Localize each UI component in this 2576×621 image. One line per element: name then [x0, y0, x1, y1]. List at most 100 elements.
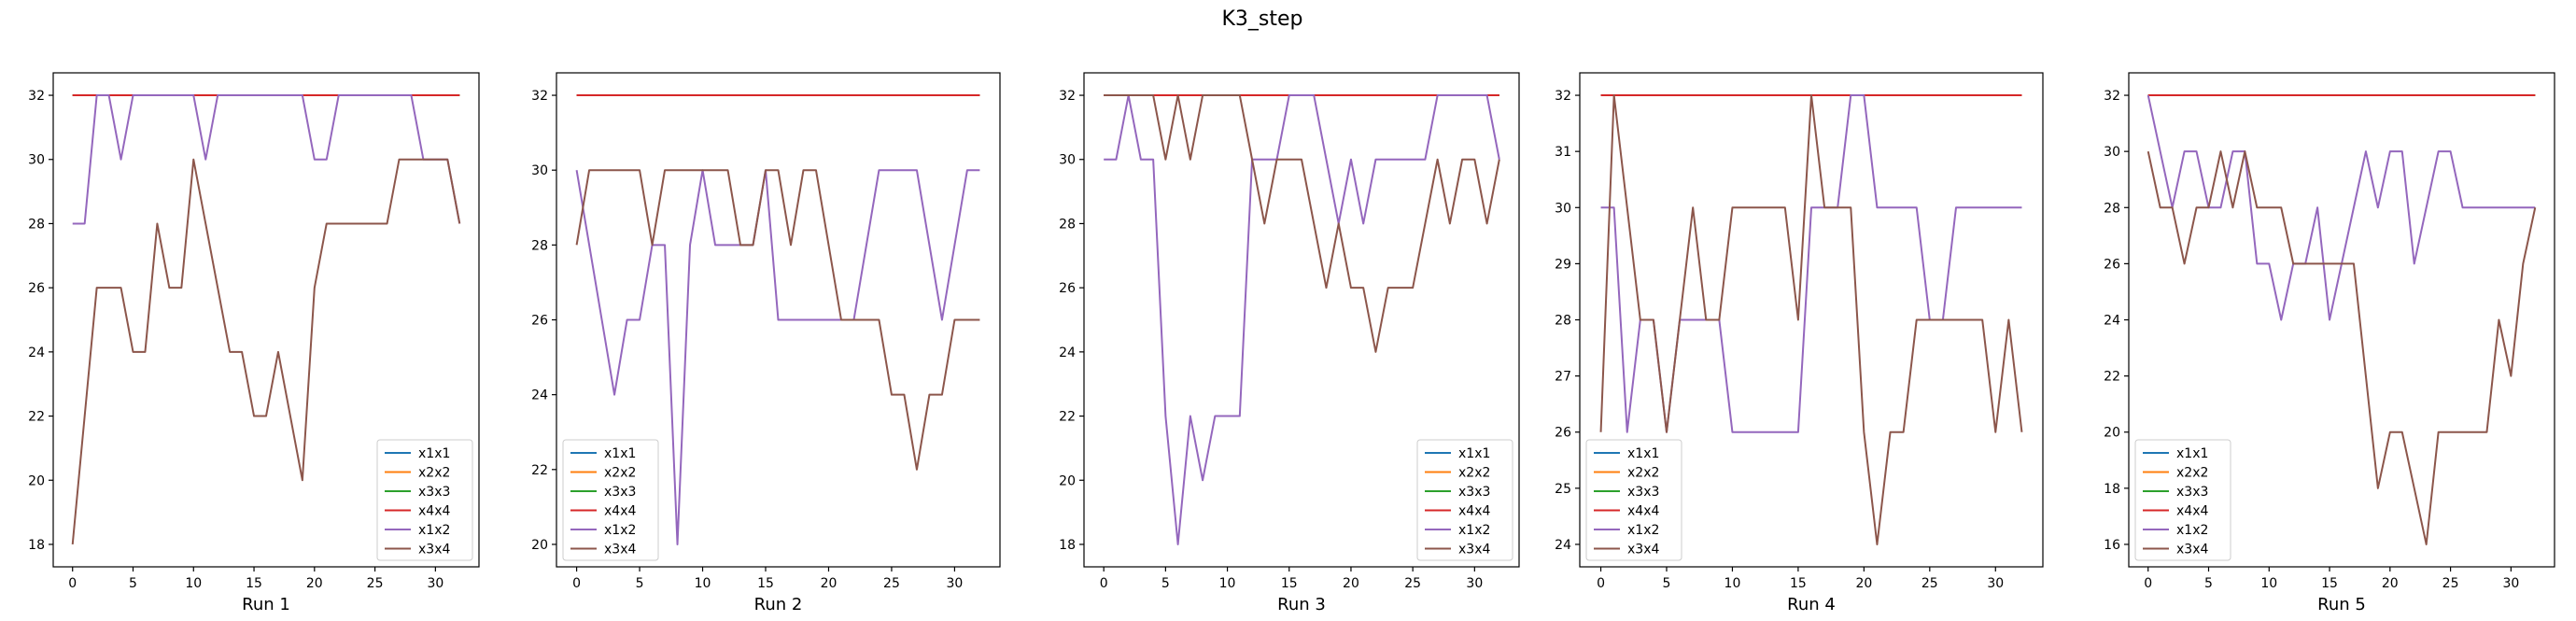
legend: x1x1 x2x2 x3x3 x4x4 x1x2 x3x4: [376, 439, 473, 561]
y-tick-label: 28: [1059, 217, 1076, 232]
y-tick-label: 32: [1555, 89, 1571, 104]
y-tick-label: 30: [2104, 145, 2120, 160]
legend: x1x1 x2x2 x3x3 x4x4 x1x2 x3x4: [2134, 439, 2231, 561]
legend-label-x4x4: x4x4: [418, 504, 450, 519]
x-tick-label: 15: [246, 576, 262, 591]
legend-label-x3x3: x3x3: [2176, 485, 2208, 500]
x-tick-label: 5: [636, 576, 644, 591]
series-line-x3x4: [71, 158, 461, 545]
x-axis-label: Run 3: [1277, 595, 1326, 614]
x-tick-label: 25: [367, 576, 384, 591]
x-tick-label: 20: [1343, 576, 1359, 591]
x-tick-label: 5: [1161, 576, 1170, 591]
x-axis-label: Run 1: [242, 595, 290, 614]
series-line-x3x4: [2147, 150, 2537, 545]
legend-label-x3x3: x3x3: [604, 485, 636, 500]
legend-label-x3x4: x3x4: [418, 543, 450, 557]
legend-label-x4x4: x4x4: [604, 504, 636, 519]
series-line-x3x4: [1104, 94, 1500, 353]
legend-label-x3x3: x3x3: [418, 485, 450, 500]
y-tick-label: 28: [28, 217, 45, 232]
y-tick-label: 32: [2104, 89, 2120, 104]
x-tick-label: 25: [1404, 576, 1421, 591]
y-tick-label: 20: [2104, 426, 2120, 441]
x-tick-label: 10: [1724, 576, 1741, 591]
y-tick-label: 22: [1059, 410, 1076, 425]
x-tick-label: 10: [695, 576, 711, 591]
y-tick-label: 20: [28, 473, 45, 488]
legend-label-x2x2: x2x2: [604, 466, 636, 481]
y-tick-label: 16: [2104, 538, 2120, 553]
x-tick-label: 20: [306, 576, 323, 591]
y-tick-label: 30: [1555, 201, 1571, 216]
legend-label-x3x3: x3x3: [1627, 485, 1659, 500]
legend: x1x1 x2x2 x3x3 x4x4 x1x2 x3x4: [562, 439, 659, 561]
x-tick-label: 25: [1921, 576, 1938, 591]
y-tick-label: 29: [1555, 257, 1571, 272]
series-line-x1x2: [575, 169, 980, 545]
x-tick-label: 5: [1663, 576, 1671, 591]
x-tick-label: 30: [947, 576, 964, 591]
legend: x1x1 x2x2 x3x3 x4x4 x1x2 x3x4: [1416, 439, 1513, 561]
subplot-run-1: 0 5 10 15 20 25 30 18 20 22 24 26 28 30 32 Run 1 x1x1 x2x…: [28, 72, 480, 614]
y-tick-label: 30: [1059, 153, 1076, 168]
figure-title: K3_step: [1221, 7, 1302, 31]
series-line-x3x4: [575, 169, 980, 471]
x-tick-label: 0: [1100, 576, 1108, 591]
y-tick-label: 22: [531, 463, 548, 478]
y-tick-label: 28: [1555, 314, 1571, 329]
y-tick-label: 27: [1555, 370, 1571, 385]
x-tick-label: 5: [2204, 576, 2213, 591]
y-tick-label: 22: [2104, 370, 2120, 385]
y-tick-label: 26: [28, 281, 45, 296]
legend-label-x1x2: x1x2: [418, 523, 450, 538]
legend-label-x3x4: x3x4: [1458, 543, 1490, 557]
y-tick-label: 24: [2104, 314, 2120, 329]
y-tick-label: 24: [1555, 538, 1571, 553]
legend-label-x3x4: x3x4: [1627, 543, 1659, 557]
x-tick-label: 10: [2260, 576, 2277, 591]
legend-label-x2x2: x2x2: [2176, 466, 2208, 481]
axes-frame: [1083, 72, 1520, 568]
x-tick-label: 10: [185, 576, 202, 591]
y-tick-label: 20: [1059, 473, 1076, 488]
y-tick-label: 20: [531, 538, 548, 553]
x-tick-label: 0: [572, 576, 581, 591]
x-tick-label: 25: [2442, 576, 2459, 591]
y-tick-label: 22: [28, 410, 45, 425]
y-tick-label: 24: [28, 346, 45, 360]
y-tick-label: 32: [531, 89, 548, 104]
series-line-x3x4: [1599, 94, 2023, 545]
x-tick-label: 20: [1855, 576, 1872, 591]
legend-label-x1x2: x1x2: [2176, 523, 2208, 538]
y-tick-label: 28: [531, 238, 548, 253]
series-line-x1x2: [72, 94, 461, 225]
y-tick-label: 32: [1059, 89, 1076, 104]
legend-label-x4x4: x4x4: [2176, 504, 2208, 519]
y-tick-label: 18: [28, 538, 45, 553]
legend-label-x1x2: x1x2: [1458, 523, 1490, 538]
y-tick-label: 26: [2104, 257, 2120, 272]
x-tick-label: 20: [2382, 576, 2399, 591]
y-tick-label: 30: [531, 163, 548, 178]
x-tick-label: 15: [757, 576, 774, 591]
x-tick-label: 5: [129, 576, 137, 591]
legend: x1x1 x2x2 x3x3 x4x4 x1x2 x3x4: [1585, 439, 1682, 561]
x-tick-label: 0: [2144, 576, 2152, 591]
x-tick-label: 15: [2321, 576, 2338, 591]
legend-label-x1x1: x1x1: [2176, 446, 2208, 461]
x-tick-label: 30: [1466, 576, 1483, 591]
legend-label-x3x3: x3x3: [1458, 485, 1490, 500]
x-axis-label: Run 2: [754, 595, 803, 614]
legend-label-x3x4: x3x4: [604, 543, 636, 557]
legend-label-x2x2: x2x2: [1458, 466, 1490, 481]
legend-label-x1x1: x1x1: [1627, 446, 1659, 461]
y-tick-label: 18: [1059, 538, 1076, 553]
x-axis-label: Run 5: [2317, 595, 2366, 614]
legend-label-x4x4: x4x4: [1627, 504, 1659, 519]
subplot-run-3: 0 5 10 15 20 25 30 18 20 22 24 26 28 30 32 Run 3 x1x1 x2x…: [1059, 72, 1520, 614]
legend-label-x2x2: x2x2: [1627, 466, 1659, 481]
